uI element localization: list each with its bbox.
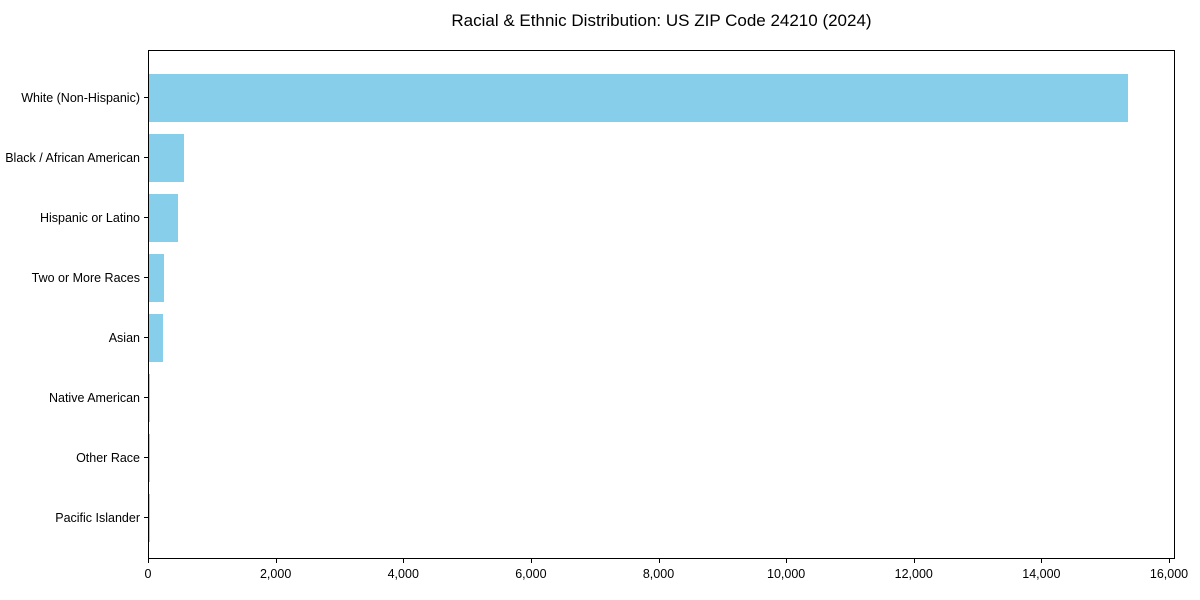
bar (149, 434, 150, 482)
bar (149, 134, 185, 182)
x-tick-mark (1041, 559, 1043, 563)
y-tick-label: Native American (48, 390, 140, 405)
x-tick-mark (786, 559, 788, 563)
x-tick-label: 6,000 (515, 567, 547, 581)
bar (149, 374, 150, 422)
x-tick-mark (275, 559, 277, 563)
y-tick-label: Two or More Races (31, 270, 140, 285)
x-tick-label: 10,000 (767, 567, 806, 581)
bar (149, 194, 178, 242)
y-tick-label: Other Race (76, 450, 140, 465)
x-tick-mark (1169, 559, 1170, 563)
x-tick-label: 14,000 (1022, 567, 1061, 581)
plot-area (148, 50, 1175, 559)
y-tick-mark (144, 97, 148, 98)
y-tick-mark (144, 517, 148, 518)
y-tick-mark (144, 337, 148, 338)
y-tick-label: Hispanic or Latino (39, 210, 140, 225)
x-tick-label: 0 (144, 567, 152, 581)
x-tick-label: 16,000 (1149, 567, 1189, 581)
y-tick-mark (144, 157, 148, 158)
y-tick-label: Black / African American (5, 150, 140, 165)
x-tick-mark (530, 559, 532, 563)
y-tick-mark (144, 397, 148, 398)
bar (149, 314, 164, 362)
y-tick-mark (144, 457, 148, 458)
x-tick-mark (658, 559, 660, 563)
y-tick-label: Pacific Islander (55, 510, 140, 525)
y-tick-mark (144, 217, 148, 218)
bar (149, 74, 1128, 122)
y-tick-mark (144, 277, 148, 278)
y-tick-label: White (Non-Hispanic) (21, 90, 140, 105)
x-tick-label: 12,000 (894, 567, 933, 581)
x-tick-label: 2,000 (259, 567, 292, 581)
x-tick-label: 8,000 (642, 567, 675, 581)
x-tick-mark (403, 559, 405, 563)
x-tick-mark (148, 559, 149, 563)
x-tick-mark (913, 559, 915, 563)
bar (149, 254, 164, 302)
x-tick-label: 4,000 (387, 567, 419, 581)
y-tick-label: Asian (108, 330, 140, 345)
chart-title: Racial & Ethnic Distribution: US ZIP Cod… (451, 11, 872, 30)
